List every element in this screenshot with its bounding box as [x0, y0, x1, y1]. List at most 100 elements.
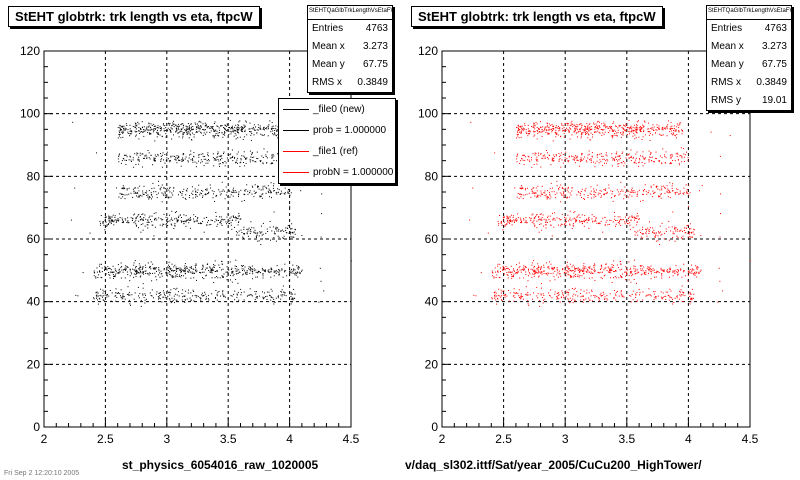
data-point — [181, 159, 183, 161]
data-point — [138, 194, 140, 196]
data-point — [123, 186, 125, 188]
data-point — [254, 229, 256, 231]
data-point — [257, 240, 259, 242]
data-point — [229, 190, 231, 192]
data-point — [149, 158, 151, 160]
data-point — [655, 272, 657, 274]
data-point — [137, 153, 139, 155]
data-point — [241, 128, 242, 130]
data-point — [272, 128, 274, 130]
data-point — [222, 136, 224, 138]
data-point — [534, 134, 536, 136]
data-point — [584, 189, 586, 191]
data-point — [527, 124, 529, 126]
data-point — [195, 191, 197, 193]
data-point — [536, 138, 538, 140]
data-point — [568, 274, 570, 276]
data-point — [532, 130, 534, 132]
data-point — [682, 130, 683, 131]
data-point — [653, 161, 655, 162]
data-point — [160, 273, 162, 275]
data-point — [681, 157, 683, 159]
data-point — [188, 222, 190, 224]
data-point — [634, 138, 636, 140]
data-point — [515, 272, 516, 274]
data-point — [106, 269, 108, 271]
data-point — [598, 223, 600, 225]
data-point — [261, 155, 263, 157]
data-point — [683, 263, 685, 265]
data-point — [642, 228, 643, 230]
data-point — [674, 240, 676, 242]
data-point — [669, 163, 671, 165]
data-point — [221, 132, 223, 134]
data-point — [504, 224, 506, 226]
data-point — [215, 218, 217, 220]
data-point — [543, 294, 545, 296]
data-point — [249, 288, 251, 290]
data-point — [253, 190, 255, 192]
data-point — [667, 271, 669, 273]
data-point — [220, 159, 221, 161]
stats-label: Mean y — [312, 59, 345, 70]
data-point — [189, 154, 190, 156]
data-point — [133, 222, 135, 224]
data-point — [537, 160, 539, 162]
data-point — [521, 185, 522, 187]
data-point — [556, 298, 558, 300]
data-point — [591, 214, 593, 216]
data-point — [652, 270, 654, 272]
data-point — [236, 191, 238, 193]
data-point — [677, 159, 679, 161]
data-point — [147, 272, 149, 274]
data-point — [626, 273, 627, 275]
data-point — [279, 269, 281, 271]
data-point — [612, 191, 614, 193]
data-point — [549, 221, 551, 223]
data-point — [112, 214, 114, 216]
data-point — [562, 162, 564, 164]
data-point — [224, 219, 226, 221]
data-point — [612, 136, 614, 138]
data-point — [215, 129, 217, 131]
data-point — [235, 216, 236, 218]
data-point — [566, 292, 568, 294]
data-point — [234, 132, 236, 134]
data-point — [263, 127, 264, 129]
data-point — [646, 228, 648, 230]
data-point — [622, 127, 624, 129]
data-point — [275, 269, 277, 271]
data-point — [653, 126, 655, 128]
data-point — [546, 222, 548, 223]
data-point — [235, 134, 237, 136]
data-point — [639, 229, 641, 231]
data-point — [226, 191, 228, 193]
data-point — [182, 220, 184, 222]
data-point — [121, 160, 123, 162]
data-point — [173, 120, 174, 122]
data-point — [89, 232, 91, 234]
data-point — [205, 133, 207, 135]
data-point — [560, 219, 562, 221]
data-point — [282, 294, 284, 296]
data-point — [634, 127, 636, 129]
data-point — [600, 128, 602, 130]
data-point — [179, 191, 181, 193]
data-point — [139, 185, 141, 187]
data-point — [556, 274, 558, 276]
data-point — [591, 156, 593, 158]
data-point — [722, 290, 724, 292]
data-point — [110, 216, 112, 218]
data-point — [274, 130, 276, 131]
data-point — [691, 232, 693, 234]
data-point — [220, 125, 222, 127]
data-point — [122, 187, 124, 189]
data-point — [192, 295, 194, 297]
data-point — [100, 222, 101, 224]
data-point — [270, 296, 272, 298]
data-point — [682, 271, 684, 273]
data-point — [193, 291, 195, 292]
data-point — [104, 269, 106, 270]
data-point — [560, 152, 562, 154]
data-point — [268, 188, 270, 190]
